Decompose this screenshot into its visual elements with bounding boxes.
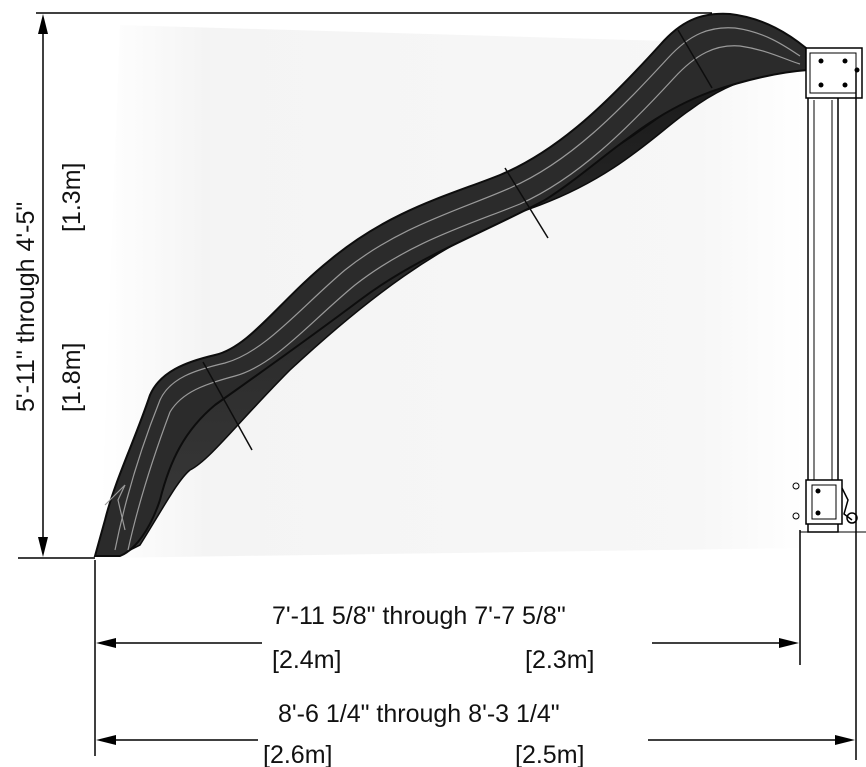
overall-length-metric-high: [2.6m] <box>263 741 332 767</box>
overall-length-metric-low: [2.5m] <box>515 741 584 767</box>
inner-length-metric-high: [2.4m] <box>272 646 341 674</box>
bolt-icon <box>818 82 824 88</box>
bolt-icon <box>815 488 821 494</box>
height-dimension: 5'-11" through 4'-5" [1.8m] [1.3m] <box>12 12 712 559</box>
slide-body <box>93 12 810 557</box>
arrow-left-icon <box>96 735 116 745</box>
top-bracket <box>805 47 863 99</box>
arrow-up-icon <box>38 14 48 34</box>
height-text: 5'-11" through 4'-5" <box>12 202 40 412</box>
slide-joint-3 <box>677 29 713 89</box>
arrow-left-icon <box>96 638 116 648</box>
overall-length-dimension: 8'-6 1/4" through 8'-3 1/4" [2.6m] [2.5m… <box>96 70 857 767</box>
slide-joint-1 <box>202 361 253 451</box>
slide-joint-2 <box>504 167 549 239</box>
clamp-knob-icon <box>846 512 858 524</box>
bolt-icon <box>815 510 821 516</box>
height-metric-low: [1.3m] <box>58 163 86 232</box>
height-metric-high: [1.8m] <box>58 343 86 412</box>
inner-length-dimension: 7'-11 5/8" through 7'-7 5/8" [2.4m] [2.3… <box>94 530 801 756</box>
post-column <box>807 61 839 533</box>
overall-length-text: 8'-6 1/4" through 8'-3 1/4" <box>278 700 560 728</box>
support-post <box>792 47 866 533</box>
background-shade <box>100 25 805 558</box>
bolt-icon <box>842 58 848 64</box>
arrow-down-icon <box>38 537 48 557</box>
arrow-right-icon <box>779 638 799 648</box>
slide-exit-lip <box>104 484 126 531</box>
slide-groove-outer <box>114 27 801 551</box>
bolt-icon <box>818 58 824 64</box>
bolt-icon <box>792 482 800 490</box>
bottom-bracket-plate <box>811 484 837 520</box>
slide-groove-inner <box>127 45 801 551</box>
slide-bed <box>93 12 810 557</box>
bolt-icon <box>792 512 800 520</box>
clamp-handle-icon <box>841 487 853 521</box>
bolt-icon <box>842 82 848 88</box>
inner-length-text: 7'-11 5/8" through 7'-7 5/8" <box>272 602 566 630</box>
inner-length-metric-low: [2.3m] <box>525 646 594 674</box>
bottom-bracket <box>805 479 843 525</box>
arrow-right-icon <box>835 735 855 745</box>
